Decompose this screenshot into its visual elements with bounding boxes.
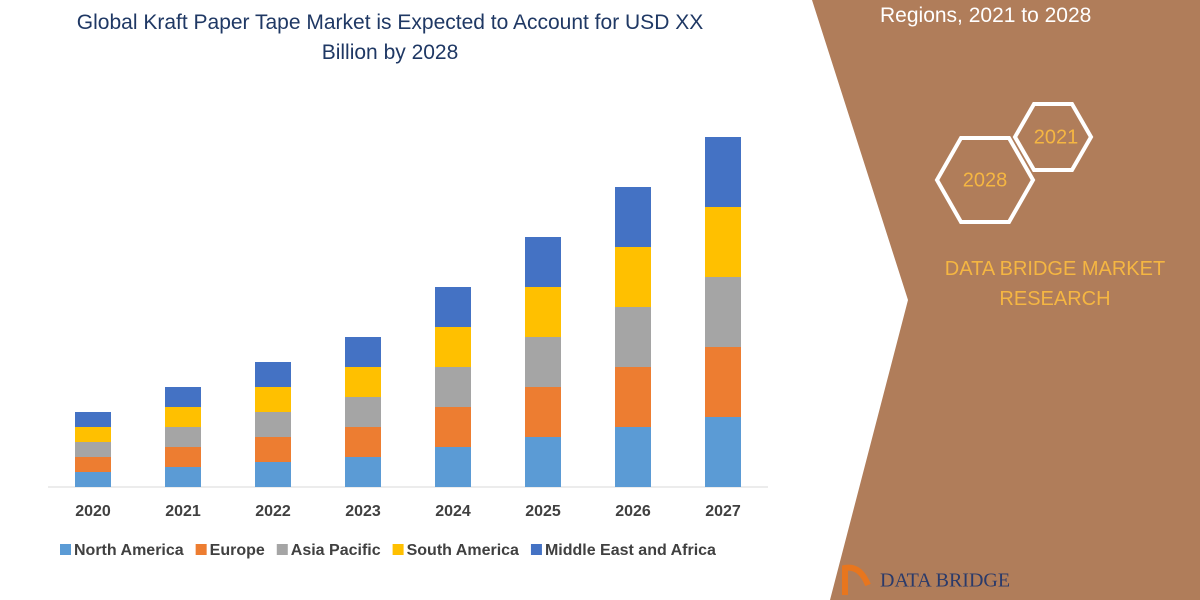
bar-segment xyxy=(705,277,741,347)
bar-segment xyxy=(615,427,651,487)
bar-segment xyxy=(435,407,471,447)
bar-segment xyxy=(345,427,381,457)
hexagon xyxy=(934,136,1036,224)
legend-label: South America xyxy=(407,542,519,559)
bar-segment xyxy=(75,457,111,472)
hexagon-label: 2021 xyxy=(1034,126,1079,148)
legend-swatch xyxy=(195,544,207,555)
bar-segment xyxy=(615,307,651,367)
bar-segment xyxy=(255,462,291,487)
logo-text: DATA BRIDGE xyxy=(880,570,1010,592)
hexagon xyxy=(1012,102,1094,172)
bar-segment xyxy=(705,137,741,207)
bar-segment xyxy=(345,457,381,487)
x-tick-label: 2027 xyxy=(705,503,741,520)
bar-segment xyxy=(435,287,471,327)
bar-segment xyxy=(165,467,201,487)
bar-segment xyxy=(705,417,741,487)
bar-segment xyxy=(435,327,471,367)
legend-swatch xyxy=(60,544,71,555)
bar-segment xyxy=(525,287,561,337)
bar-segment xyxy=(75,442,111,457)
bar-segment xyxy=(75,472,111,487)
bar-segment xyxy=(255,362,291,387)
x-tick-label: 2021 xyxy=(165,503,201,520)
logo-mark xyxy=(842,564,871,595)
bar-segment xyxy=(615,247,651,307)
chart-title: Global Kraft Paper Tape Market is Expect… xyxy=(76,11,704,64)
bar-segment xyxy=(525,337,561,387)
hexagon-label: 2028 xyxy=(963,169,1008,191)
bar-segment xyxy=(525,437,561,487)
bar-segment xyxy=(435,367,471,407)
bar-segment xyxy=(345,397,381,427)
side-panel xyxy=(812,0,1200,600)
bar-segment xyxy=(255,412,291,437)
legend-swatch xyxy=(392,544,404,555)
x-tick-label: 2020 xyxy=(75,503,111,520)
brand-name: DATA BRIDGE MARKET RESEARCH xyxy=(944,258,1166,310)
bar-segment xyxy=(165,387,201,407)
bar-segment xyxy=(165,407,201,427)
bar-segment xyxy=(705,207,741,277)
bar-segment xyxy=(525,387,561,437)
bar-segment xyxy=(435,447,471,487)
bar-segment xyxy=(75,412,111,427)
x-tick-label: 2023 xyxy=(345,503,381,520)
x-tick-label: 2024 xyxy=(435,503,471,520)
bar-segment xyxy=(705,347,741,417)
legend-swatch xyxy=(530,544,542,555)
x-tick-label: 2025 xyxy=(525,503,561,520)
x-tick-label: 2026 xyxy=(615,503,651,520)
panel-subtitle: Regions, 2021 to 2028 xyxy=(880,4,1092,27)
bar-segment xyxy=(345,367,381,397)
bar-segment xyxy=(255,387,291,412)
bar-segment xyxy=(615,187,651,247)
bar-segment xyxy=(75,427,111,442)
bar-segment xyxy=(525,237,561,287)
legend-swatch xyxy=(276,544,288,555)
bar-segment xyxy=(165,447,201,467)
legend-label: Europe xyxy=(210,542,265,559)
legend-label: Asia Pacific xyxy=(291,542,381,559)
bar-segment xyxy=(255,437,291,462)
x-tick-label: 2022 xyxy=(255,503,291,520)
legend-label: North America xyxy=(74,542,184,559)
bar-segment xyxy=(615,367,651,427)
legend-label: Middle East and Africa xyxy=(545,542,716,559)
bar-segment xyxy=(345,337,381,367)
bar-segment xyxy=(165,427,201,447)
